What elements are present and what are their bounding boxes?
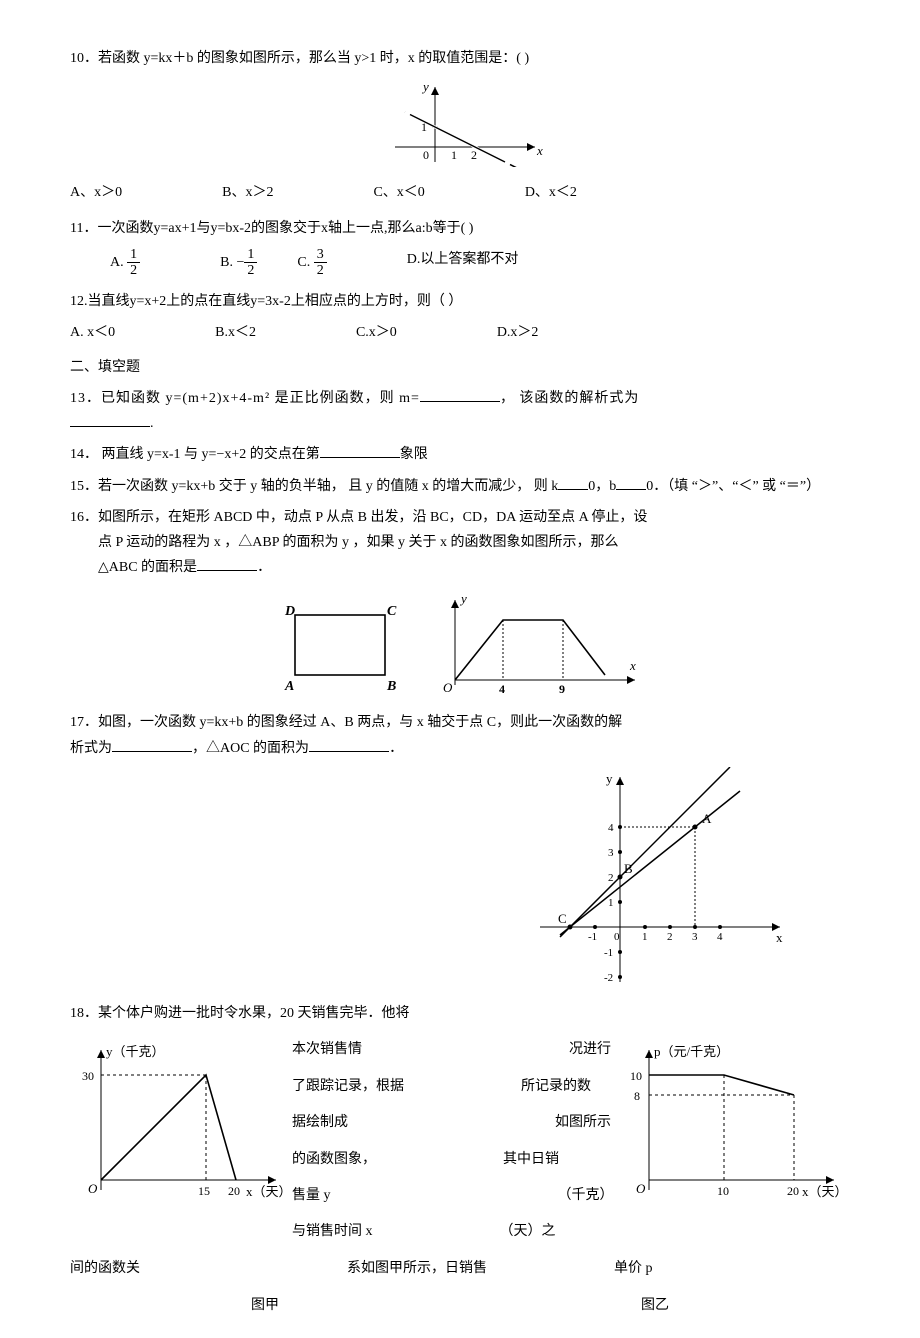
svg-text:x（天）: x（天） <box>802 1184 844 1199</box>
svg-text:9: 9 <box>559 682 565 696</box>
svg-text:-1: -1 <box>588 931 597 943</box>
q10-opt-c: C、x＜0 <box>373 180 424 205</box>
q12-opt-b: B.x＜2 <box>215 320 256 345</box>
svg-text:y: y <box>459 591 467 606</box>
svg-text:-2: -2 <box>604 972 613 984</box>
svg-text:A: A <box>284 679 294 694</box>
q11-opt-b: B. −12 <box>220 247 257 279</box>
q12-opt-d: D.x＞2 <box>497 320 539 345</box>
blank[interactable] <box>70 412 150 427</box>
question-18: 18．某个体户购进一批时令水果，20 天销售完毕．他将 O y（千克） x（天）… <box>70 996 850 1318</box>
q10-text: 10．若函数 y=kx＋b 的图象如图所示，那么当 y>1 时，x 的取值范围是… <box>70 51 529 66</box>
svg-text:4: 4 <box>499 682 505 696</box>
q16-graph: O x y 4 9 <box>435 590 645 700</box>
svg-text:20: 20 <box>787 1184 799 1198</box>
svg-text:0: 0 <box>614 931 620 943</box>
q16-figures: D C A B O x y 4 9 <box>70 590 850 700</box>
svg-text:C: C <box>387 604 397 619</box>
svg-text:y: y <box>606 771 613 786</box>
svg-text:1: 1 <box>642 931 648 943</box>
svg-text:3: 3 <box>608 847 614 859</box>
svg-text:B: B <box>386 679 396 694</box>
q12-opt-a: A. x＜0 <box>70 320 115 345</box>
question-17: 17．如图，一次函数 y=kx+b 的图象经过 A、B 两点，与 x 轴交于点 … <box>70 710 850 760</box>
question-14: 14． 两直线 y=x-1 与 y=−x+2 的交点在第象限 <box>70 442 850 467</box>
q11-opt-c: C. 32 <box>297 247 326 279</box>
svg-text:O: O <box>88 1181 98 1196</box>
question-16: 16．如图所示，在矩形 ABCD 中，动点 P 从点 B 出发，沿 BC，CD，… <box>70 505 850 581</box>
q10-figure: x y 0 1 1 2 <box>70 77 850 176</box>
section-2-heading: 二、填空题 <box>70 355 850 380</box>
q12-text: 12.当直线y=x+2上的点在直线y=3x-2上相应点的上方时，则（ ） <box>70 294 462 309</box>
axis-x-label: x <box>536 143 543 158</box>
q18-captions: 图甲 图乙 <box>70 1293 850 1318</box>
svg-text:B: B <box>624 861 633 876</box>
svg-text:1: 1 <box>608 897 614 909</box>
question-15: 15．若一次函数 y=kx+b 交于 y 轴的负半轴， 且 y 的值随 x 的增… <box>70 474 850 499</box>
svg-text:8: 8 <box>634 1089 640 1103</box>
svg-text:x: x <box>629 658 636 673</box>
blank[interactable] <box>616 475 646 490</box>
q11-options: A. 12 B. −12 C. 32 D.以上答案都不对 <box>70 247 850 279</box>
blank[interactable] <box>558 475 588 490</box>
q12-opt-c: C.x＞0 <box>356 320 397 345</box>
svg-text:-1: -1 <box>604 947 613 959</box>
svg-text:C: C <box>558 911 567 926</box>
svg-text:p（元/千克）: p（元/千克） <box>654 1044 729 1059</box>
svg-text:D: D <box>284 604 295 619</box>
blank[interactable] <box>320 443 400 458</box>
svg-text:y（千克）: y（千克） <box>106 1044 165 1059</box>
svg-text:2: 2 <box>608 872 614 884</box>
blank[interactable] <box>309 737 389 752</box>
caption-yi: 图乙 <box>641 1293 669 1318</box>
blank[interactable] <box>112 737 192 752</box>
q16-rect-diagram: D C A B <box>275 600 405 700</box>
svg-text:O: O <box>636 1181 646 1196</box>
svg-text:4: 4 <box>717 931 723 943</box>
q12-options: A. x＜0 B.x＜2 C.x＞0 D.x＞2 <box>70 320 850 345</box>
q18-graph-jia: O y（千克） x（天） 30 15 20 <box>76 1040 286 1225</box>
q10-options: A、x＞0 B、x＞2 C、x＜0 D、x＜2 <box>70 180 850 205</box>
svg-text:O: O <box>443 680 453 695</box>
q10-opt-b: B、x＞2 <box>222 180 273 205</box>
svg-text:10: 10 <box>717 1184 729 1198</box>
question-13: 13．已知函数 y=(m+2)x+4-m² 是正比例函数，则 m=， 该函数的解… <box>70 386 850 436</box>
svg-text:20: 20 <box>228 1184 240 1198</box>
svg-text:A: A <box>702 811 712 826</box>
blank[interactable] <box>197 556 257 571</box>
q10-opt-d: D、x＜2 <box>525 180 577 205</box>
axis-y-label: y <box>421 79 429 94</box>
svg-text:4: 4 <box>608 822 614 834</box>
svg-text:10: 10 <box>630 1069 642 1083</box>
svg-text:x: x <box>776 930 783 945</box>
q11-opt-a: A. 12 <box>110 247 140 279</box>
q11-opt-d: D.以上答案都不对 <box>407 247 519 279</box>
svg-text:15: 15 <box>198 1184 210 1198</box>
q11-text: 11．一次函数y=ax+1与y=bx-2的图象交于x轴上一点,那么a:b等于( … <box>70 221 473 236</box>
question-11: 11．一次函数y=ax+1与y=bx-2的图象交于x轴上一点,那么a:b等于( … <box>70 216 850 241</box>
origin-label: 0 <box>423 148 429 162</box>
caption-jia: 图甲 <box>251 1293 279 1318</box>
blank[interactable] <box>420 387 500 402</box>
q18-graph-yi: O p（元/千克） x（天） 10 8 10 20 <box>624 1040 844 1225</box>
question-12: 12.当直线y=x+2上的点在直线y=3x-2上相应点的上方时，则（ ） <box>70 289 850 314</box>
tick-x-2: 2 <box>471 148 477 162</box>
svg-text:30: 30 <box>82 1069 94 1083</box>
question-10: 10．若函数 y=kx＋b 的图象如图所示，那么当 y>1 时，x 的取值范围是… <box>70 46 850 71</box>
svg-text:3: 3 <box>692 931 698 943</box>
tick-x-1: 1 <box>451 148 457 162</box>
svg-text:2: 2 <box>667 931 673 943</box>
q10-opt-a: A、x＞0 <box>70 180 122 205</box>
svg-text:x（天）: x（天） <box>246 1184 286 1199</box>
q17-figure: x y -1 0 1 2 3 4 1 2 3 4 -1 -2 A B <box>70 767 850 996</box>
